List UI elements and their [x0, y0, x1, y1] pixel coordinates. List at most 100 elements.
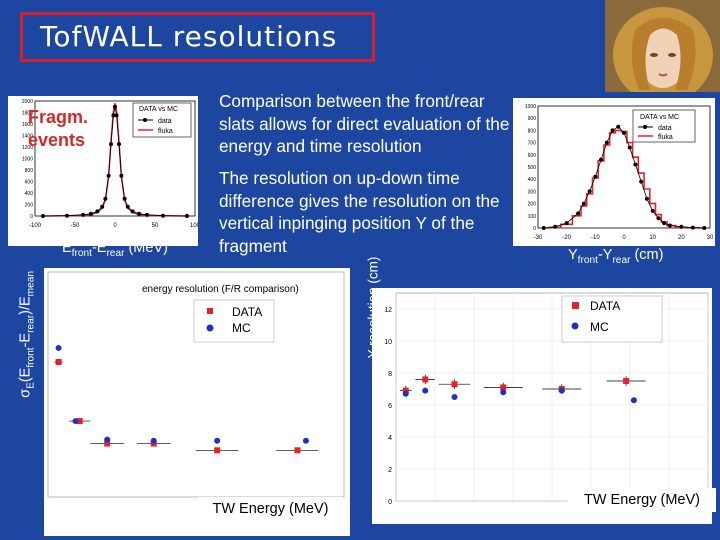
- data-point: [137, 211, 141, 216]
- y-tick-label: 300: [528, 189, 537, 195]
- y-axis-label-y-resolution: Y resolution (cm): [365, 256, 381, 359]
- x-tick-label: -30: [534, 235, 543, 241]
- data-point: [587, 189, 592, 194]
- data-point: [161, 213, 165, 218]
- chart-title: TOF Y resolution (Front/Rear comparison): [464, 288, 663, 289]
- x-tick-label: 0: [622, 235, 626, 241]
- data-point: [633, 162, 638, 167]
- x-tick-label: -50: [71, 223, 80, 229]
- data-point-data: [451, 381, 458, 388]
- data-point: [644, 196, 649, 201]
- legend-box: [193, 299, 275, 343]
- data-point: [702, 226, 707, 230]
- data-point: [690, 225, 695, 230]
- legend-entry-data: DATA: [232, 305, 262, 319]
- data-point: [667, 223, 672, 228]
- y-tick-label: 1000: [22, 157, 33, 163]
- y-tick-label: 800: [528, 128, 537, 134]
- data-point-data: [623, 378, 630, 384]
- data-point-data: [55, 359, 62, 365]
- y-tick-label: 800: [25, 168, 34, 174]
- data-point-mc: [558, 387, 565, 394]
- x-tick-label: -20: [562, 235, 571, 241]
- y-tick-label: 4: [388, 435, 392, 442]
- data-point: [122, 196, 127, 201]
- y-tick-label: 600: [25, 180, 34, 186]
- legend-title: DATA vs MC: [139, 106, 178, 113]
- x-axis-label-y-difference: Yfront-Yrear (cm): [568, 247, 664, 266]
- data-point: [111, 113, 116, 118]
- annotation-fragm: Fragm.: [28, 107, 88, 127]
- data-point-mc: [302, 437, 309, 444]
- y-resolution-chart: 0 2 4 6 8 10 12 TOF Y resolution (Front/Rear c…: [372, 288, 712, 524]
- data-point: [599, 157, 604, 162]
- data-point: [593, 174, 598, 179]
- y-tick-label: 2: [388, 467, 392, 474]
- y-tick-label: 0: [533, 226, 536, 232]
- y-tick-label: 1400: [22, 134, 33, 140]
- data-point: [65, 213, 69, 218]
- data-point: [185, 214, 189, 218]
- series-fluka-histogram: [543, 129, 705, 229]
- x-axis-label-tw-energy-right: TW Energy (MeV): [568, 488, 716, 512]
- data-point: [114, 113, 119, 118]
- data-point: [103, 196, 108, 201]
- y-tick-label: 100: [528, 214, 537, 220]
- y-tick-label: 0: [30, 214, 33, 220]
- x-axis-label-tw-energy-left: TW Energy (MeV): [198, 497, 343, 521]
- data-point: [541, 226, 546, 230]
- y-tick-label: 8: [388, 371, 392, 378]
- data-point: [106, 173, 111, 178]
- data-point-data: [294, 447, 301, 454]
- data-point-mc: [104, 436, 111, 443]
- data-point: [41, 214, 45, 218]
- chart-title: energy resolution (F/R comparison): [142, 284, 299, 295]
- data-point: [581, 201, 586, 206]
- data-point: [130, 209, 135, 214]
- data-point-mc: [422, 387, 429, 394]
- data-point: [145, 212, 149, 217]
- y-tick-label: 900: [528, 116, 537, 122]
- data-point-mc: [214, 437, 221, 444]
- data-point-mc: [150, 437, 157, 444]
- series-fluka-line: [42, 103, 188, 217]
- y-tick-label: 500: [528, 165, 537, 171]
- portrait-image: [605, 0, 720, 92]
- data-point: [627, 145, 632, 150]
- x-tick-label: 30: [707, 235, 714, 241]
- data-point: [119, 173, 124, 178]
- comparison-text: Comparison between the front/rear slats …: [219, 91, 510, 156]
- annotation-events: events: [28, 130, 85, 150]
- legend-entry-data: DATA: [590, 299, 620, 313]
- data-point: [604, 140, 609, 145]
- resolution-text: The resolution on up-down time differenc…: [219, 168, 500, 256]
- y-tick-label: 200: [25, 203, 34, 209]
- data-point-mc: [630, 397, 637, 404]
- data-point: [95, 209, 100, 214]
- y-axis-label-energy-resolution: σE(Efront-Erear)/Emean: [17, 271, 37, 398]
- x-axis-label-energy-difference: Efront-Erear (MeV): [62, 240, 168, 259]
- data-point: [113, 104, 117, 109]
- y-tick-label: 1600: [22, 122, 33, 128]
- data-point-mc: [72, 418, 79, 425]
- data-point: [553, 224, 558, 229]
- title-box: [20, 12, 375, 62]
- data-point-data: [76, 418, 83, 425]
- y-tick-label: 400: [528, 177, 537, 183]
- y-tick-label: 600: [528, 153, 537, 159]
- data-point-mc: [451, 394, 458, 400]
- data-point-mc: [55, 344, 62, 351]
- data-point: [89, 211, 93, 216]
- y-tick-label: 6: [388, 403, 392, 410]
- data-point: [662, 221, 667, 226]
- page-title: TofWALL resolutions: [40, 20, 338, 53]
- data-point: [117, 142, 121, 147]
- data-point-data: [214, 447, 221, 454]
- x-tick-label: 50: [152, 223, 159, 229]
- y-tick-label: 10: [384, 339, 392, 346]
- y-tick-label: 12: [384, 307, 392, 314]
- data-point: [650, 208, 655, 213]
- data-point: [639, 179, 644, 184]
